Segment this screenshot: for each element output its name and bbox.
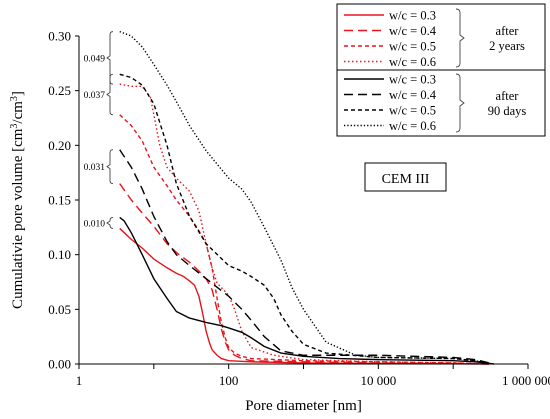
- legend-label: w/c = 0.3: [389, 8, 436, 22]
- y-tick-label: 0.30: [48, 29, 71, 44]
- ticks: 0.00 0.05 0.10 0.15 0.20 0.25 0.30 1 100 10 000 1 …: [48, 29, 550, 389]
- text-box-label: CEM III: [382, 172, 430, 187]
- series-layer: [119, 30, 495, 365]
- annotation-brace: [106, 149, 114, 185]
- annotation-brace: [106, 73, 114, 116]
- annotation-label: 0.031: [84, 163, 106, 173]
- text-box-frame: [364, 162, 447, 192]
- x-tick-label: 100: [219, 373, 239, 388]
- legend: w/c = 0.3w/c = 0.4w/c = 0.5w/c = 0.6w/c …: [336, 3, 546, 137]
- y-tick-label: 0.25: [48, 83, 71, 98]
- legend-group-label: 2 years: [489, 39, 525, 53]
- y-tick-label: 0.15: [48, 193, 71, 208]
- legend-group-label: after: [496, 89, 520, 103]
- legend-label: w/c = 0.6: [389, 55, 436, 69]
- legend-label: w/c = 0.5: [389, 103, 436, 117]
- annotation-brace: [106, 31, 114, 85]
- legend-label: w/c = 0.5: [389, 39, 436, 53]
- annotation-label: 0.037: [84, 91, 106, 101]
- series-line-90days-0.4: [119, 149, 495, 365]
- y-tick-label: 0.10: [48, 247, 71, 262]
- annotation-label: 0.049: [84, 54, 106, 64]
- x-tick-label: 10 000: [360, 373, 396, 388]
- legend-group-brace: [455, 73, 465, 133]
- y-tick-label: 0.00: [48, 357, 71, 372]
- legend-label: w/c = 0.6: [389, 119, 436, 133]
- y-tick-label: 0.05: [48, 302, 71, 317]
- series-line-2years-0.5: [119, 114, 489, 365]
- series-line-2years-0.4: [119, 183, 489, 365]
- annotation-brace: [106, 217, 114, 229]
- legend-group-label: 90 days: [488, 104, 527, 118]
- text-box: CEM III: [364, 162, 447, 192]
- annotations: 0.049 0.037 0.031 0.010: [84, 31, 114, 229]
- series-line-90days-0.3: [119, 216, 494, 365]
- legend-label: w/c = 0.4: [389, 24, 437, 38]
- series-line-2years-0.6: [119, 83, 489, 365]
- legend-label: w/c = 0.4: [389, 88, 437, 102]
- y-tick-label: 0.20: [48, 138, 71, 153]
- y-axis-title: Cumulativie pore volume [cm3/cm3]: [9, 91, 27, 309]
- series-line-90days-0.5: [119, 73, 490, 365]
- legend-label: w/c = 0.3: [389, 72, 436, 86]
- annotation-label: 0.010: [84, 219, 106, 229]
- legend-group-brace: [455, 8, 465, 68]
- x-tick-label: 1: [76, 373, 83, 388]
- x-tick-label: 1 000 000: [502, 373, 550, 388]
- x-axis-title: Pore diameter [nm]: [245, 398, 362, 414]
- series-line-2years-0.3: [119, 227, 489, 365]
- legend-group-label: after: [496, 24, 520, 38]
